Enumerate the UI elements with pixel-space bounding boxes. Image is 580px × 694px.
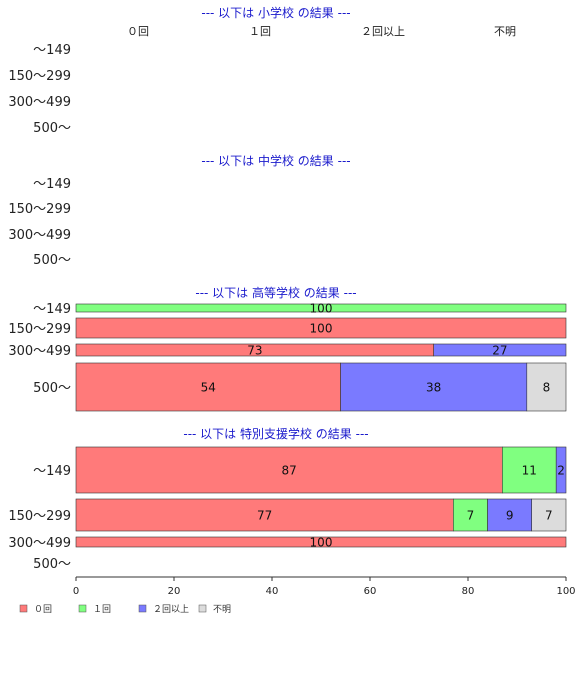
bar-segment <box>501 446 557 494</box>
bar-segment <box>555 446 567 494</box>
category-label: 500～ <box>33 253 71 268</box>
x-tick-label: 60 <box>364 586 377 597</box>
panel-title: --- 以下は 小学校 の結果 --- <box>201 5 350 20</box>
category-label: 300～499 <box>8 95 71 110</box>
legend-swatch <box>19 604 28 613</box>
bar-segment <box>75 303 567 313</box>
data-label: 2 <box>557 464 565 478</box>
legend-label: 不明 <box>213 604 231 615</box>
data-label: 7 <box>545 509 553 523</box>
category-label: 150～299 <box>8 202 71 217</box>
category-label: ～149 <box>33 43 71 58</box>
category-label: 300～499 <box>8 536 71 551</box>
data-label: 87 <box>282 464 297 478</box>
legend-label: ２回以上 <box>153 604 189 615</box>
legend-label: ０回 <box>34 604 52 615</box>
x-tick-label: 0 <box>73 586 79 597</box>
data-label: 100 <box>310 322 333 336</box>
bar-segment <box>531 498 567 532</box>
data-label: 54 <box>201 381 216 395</box>
category-label: 500～ <box>33 557 71 572</box>
category-label: 500～ <box>33 121 71 136</box>
bar-segment <box>433 343 567 357</box>
data-label: 100 <box>310 536 333 550</box>
bar-segment <box>75 446 503 494</box>
bar-segment <box>487 498 533 532</box>
category-label: ～149 <box>33 177 71 192</box>
panel-title: --- 以下は 高等学校 の結果 --- <box>195 285 356 300</box>
category-label: 150～299 <box>8 69 71 84</box>
column-header-label: ０回 <box>127 25 149 38</box>
bar-segment <box>75 317 567 339</box>
x-tick-label: 100 <box>556 586 575 597</box>
category-label: 500～ <box>33 381 71 396</box>
data-label: 27 <box>492 344 507 358</box>
column-header-label: １回 <box>249 25 271 38</box>
bar-segment <box>340 362 528 412</box>
data-label: 73 <box>247 344 262 358</box>
data-label: 8 <box>543 381 551 395</box>
category-label: 300～499 <box>8 344 71 359</box>
bar-segment <box>75 536 567 548</box>
data-label: 9 <box>506 509 514 523</box>
category-label: ～149 <box>33 464 71 479</box>
data-label: 38 <box>426 381 441 395</box>
data-label: 11 <box>522 464 537 478</box>
panel-title: --- 以下は 特別支援学校 の結果 --- <box>183 426 368 441</box>
legend-label: １回 <box>93 604 111 615</box>
bar-segment <box>526 362 567 412</box>
bar-segment <box>75 498 454 532</box>
category-label: 150～299 <box>8 322 71 337</box>
legend-swatch <box>78 604 87 613</box>
data-label: 100 <box>310 302 333 316</box>
category-label: ～149 <box>33 302 71 317</box>
category-label: 300～499 <box>8 228 71 243</box>
category-label: 150～299 <box>8 509 71 524</box>
bar-segment <box>75 362 341 412</box>
bar-segment <box>452 498 488 532</box>
x-tick-label: 20 <box>168 586 181 597</box>
data-label: 77 <box>257 509 272 523</box>
panel-title: --- 以下は 中学校 の結果 --- <box>201 153 350 168</box>
column-header-label: 不明 <box>494 25 516 38</box>
legend-swatch <box>138 604 147 613</box>
data-label: 7 <box>467 509 475 523</box>
x-tick-label: 40 <box>266 586 279 597</box>
column-header-label: ２回以上 <box>361 25 405 38</box>
x-tick-label: 80 <box>462 586 475 597</box>
legend-swatch <box>198 604 207 613</box>
